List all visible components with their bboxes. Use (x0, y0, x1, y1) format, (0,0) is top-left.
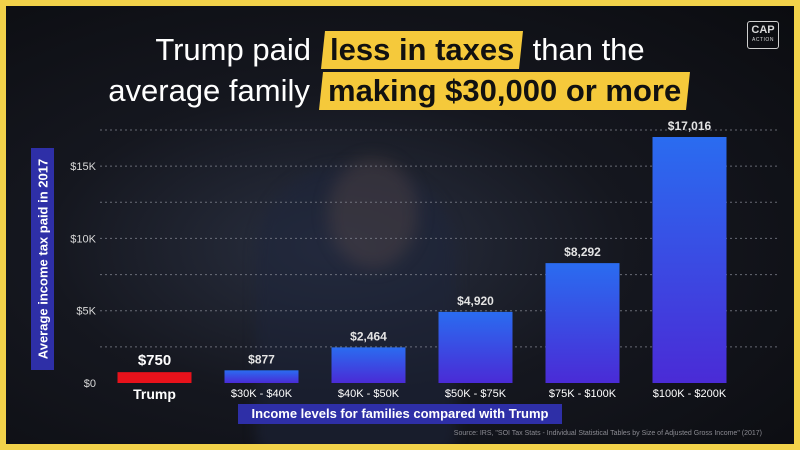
y-axis-label-box (31, 148, 54, 370)
title-line-1-post: than the (532, 32, 645, 67)
bar (652, 136, 727, 383)
background-figure-head (328, 158, 418, 268)
category-label: $50K - $75K (445, 388, 507, 400)
logo-line-2: ACTION (752, 37, 774, 43)
y-axis-label: Average income tax paid in 2017 (35, 158, 51, 360)
y-tick-label: $15K (70, 161, 96, 173)
y-tick-label: $0 (84, 378, 96, 390)
background-figure (256, 166, 456, 444)
bar (117, 372, 192, 383)
category-label: $100K - $200K (653, 388, 727, 400)
title-line-1: Trump paid less in taxes than the (0, 31, 800, 69)
bar (438, 311, 513, 383)
title-line-1-pre: Trump paid (155, 32, 311, 67)
category-label: $40K - $50K (338, 388, 400, 400)
y-tick-label: $5K (76, 306, 96, 318)
category-label: $75K - $100K (549, 388, 617, 400)
cap-action-logo: CAP ACTION (747, 21, 779, 49)
category-label: Trump (133, 386, 176, 402)
value-label: $17,016 (668, 119, 712, 133)
source-note: Source: IRS, "SOI Tax Stats - Individual… (453, 430, 762, 437)
value-label: $877 (248, 352, 275, 366)
bar (224, 370, 299, 383)
bar (545, 263, 620, 383)
value-label: $750 (138, 352, 171, 369)
title-line-2: average family making $30,000 or more (0, 72, 800, 110)
title-line-2-pre: average family (108, 73, 310, 108)
value-label: $4,920 (457, 294, 494, 308)
category-label: $30K - $40K (231, 388, 293, 400)
logo-line-1: CAP (751, 24, 775, 36)
x-axis-label: Income levels for families compared with… (238, 404, 562, 424)
value-label: $8,292 (564, 245, 601, 259)
y-tick-label: $10K (70, 233, 96, 245)
value-label: $2,464 (350, 329, 387, 343)
bar (331, 347, 406, 383)
